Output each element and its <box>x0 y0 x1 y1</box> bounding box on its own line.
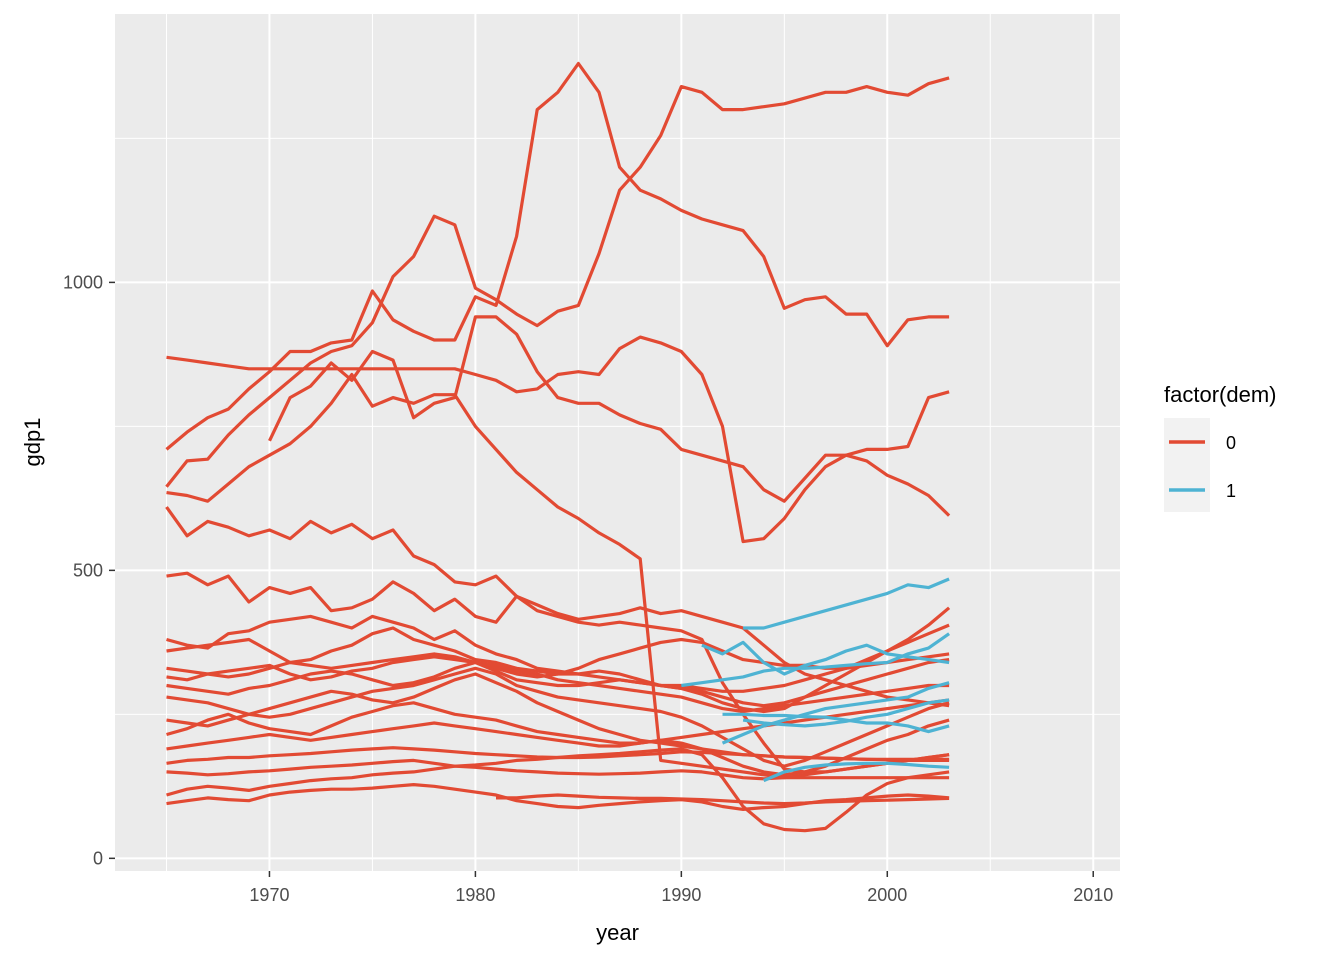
x-tick-label: 1970 <box>249 885 289 905</box>
series-line-dem-1 <box>681 632 951 688</box>
y-axis-title: gdp1 <box>20 418 45 467</box>
series-lines <box>165 61 951 833</box>
x-tick-label: 2010 <box>1073 885 1113 905</box>
y-axis: 0 500 1000 <box>63 272 115 868</box>
legend-title: factor(dem) <box>1164 382 1276 407</box>
x-axis-title: year <box>596 920 639 945</box>
series-line-dem-0 <box>165 61 950 451</box>
series-line-dem-0 <box>166 753 950 781</box>
series-line-dem-1 <box>763 761 950 783</box>
series-line-dem-0 <box>166 571 950 708</box>
legend: factor(dem) 01 <box>1164 382 1276 512</box>
series-line-dem-1 <box>701 640 950 676</box>
y-tick-label: 0 <box>93 848 103 868</box>
legend-label: 1 <box>1226 481 1236 501</box>
legend-key-bg <box>1164 418 1210 512</box>
minor-grid <box>115 14 1120 871</box>
y-tick-label: 500 <box>73 560 103 580</box>
series-line-dem-0 <box>165 76 950 488</box>
y-tick-label: 1000 <box>63 272 103 292</box>
x-tick-label: 1980 <box>455 885 495 905</box>
series-line-dem-0 <box>166 372 950 780</box>
series-line-dem-0 <box>166 718 950 777</box>
series-line-dem-1 <box>722 712 950 734</box>
legend-label: 0 <box>1226 433 1236 453</box>
series-line-dem-1 <box>721 681 950 745</box>
x-axis: 1970 1980 1990 2000 2010 <box>249 871 1113 905</box>
series-line-dem-0 <box>166 747 950 833</box>
x-tick-label: 2000 <box>867 885 907 905</box>
legend-entries: 01 <box>1169 433 1236 501</box>
series-line-dem-0 <box>166 660 950 714</box>
series-line-dem-1 <box>742 698 950 728</box>
series-line-dem-0 <box>166 666 950 768</box>
series-line-dem-0 <box>166 335 951 544</box>
series-line-dem-0 <box>268 315 950 503</box>
series-line-dem-1 <box>743 577 950 630</box>
x-tick-label: 1990 <box>661 885 701 905</box>
series-line-dem-0 <box>166 614 950 693</box>
series-line-dem-0 <box>496 793 950 806</box>
series-line-dem-0 <box>166 655 950 708</box>
